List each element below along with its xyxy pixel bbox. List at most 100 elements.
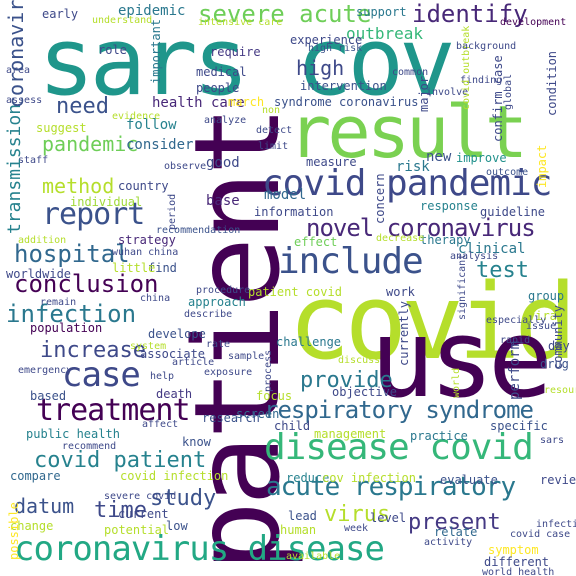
word: area	[6, 65, 31, 76]
word: time	[94, 498, 147, 523]
word: pandemic	[42, 132, 139, 156]
word: addition	[18, 235, 67, 246]
word: information	[254, 205, 334, 219]
word: improve	[456, 151, 507, 165]
word: level	[370, 511, 407, 525]
word: population	[30, 321, 103, 335]
word: challenge	[276, 335, 342, 349]
word: present	[408, 510, 501, 535]
word: currently	[397, 300, 411, 366]
word: important	[149, 18, 163, 84]
word: infectious disease	[536, 519, 576, 530]
word: therapy	[420, 233, 471, 247]
word: resource	[544, 385, 576, 396]
word: detect	[256, 125, 293, 136]
word: concern	[373, 173, 387, 224]
word: potential	[104, 523, 170, 537]
word: good	[206, 155, 240, 171]
word: role	[98, 43, 127, 57]
word: outbreak	[346, 24, 424, 43]
word: common	[392, 67, 429, 78]
word: impact	[535, 144, 549, 188]
word: high risk	[308, 43, 363, 54]
word: observe	[164, 161, 207, 172]
word: specific	[490, 419, 548, 433]
word: viral	[528, 309, 565, 323]
word: experience	[290, 33, 363, 47]
word: early	[42, 7, 79, 21]
word: cov infection	[322, 471, 416, 485]
word: sars	[540, 435, 565, 446]
word: issue	[526, 321, 557, 332]
word: non	[262, 105, 281, 116]
word: discuss	[338, 355, 381, 366]
word: exposure	[204, 367, 253, 378]
word: high	[296, 56, 345, 80]
word: child	[274, 419, 311, 433]
word: datum	[14, 494, 75, 518]
word: clinical	[458, 241, 526, 257]
word: rapid	[500, 335, 531, 346]
word: suggest	[36, 121, 87, 135]
word: follow	[126, 117, 177, 133]
word: article	[172, 357, 215, 368]
word: approach	[188, 295, 246, 309]
word: identify	[412, 0, 528, 28]
word: drug	[540, 357, 569, 371]
word: method	[42, 174, 115, 198]
word: effect	[294, 235, 338, 249]
word: case	[62, 355, 141, 395]
word: current	[118, 507, 169, 521]
word: provide	[300, 368, 393, 393]
word: different	[484, 555, 550, 569]
word: support	[356, 5, 407, 19]
word: outcome	[486, 167, 529, 178]
word: help	[150, 371, 175, 382]
word: people	[196, 81, 240, 95]
word: model	[264, 187, 307, 203]
word: practice	[410, 429, 468, 443]
word: measure	[306, 155, 357, 169]
word: compare	[10, 469, 61, 483]
word: epidemic	[118, 3, 186, 19]
word: require	[210, 45, 261, 59]
word: intensive care	[198, 17, 283, 28]
word: global	[503, 73, 514, 110]
word: describe	[184, 309, 233, 320]
word: covid case	[510, 529, 571, 540]
word: emergency	[18, 365, 73, 376]
word: increase	[40, 338, 146, 363]
word: virus	[324, 502, 391, 527]
word: conclusion	[14, 270, 159, 298]
word: study	[150, 486, 217, 511]
word: reduce	[286, 471, 330, 485]
word: respiratory syndrome	[264, 396, 534, 424]
word: develope	[148, 327, 206, 341]
word: patient covid	[248, 285, 342, 299]
word: coronavirus	[4, 0, 28, 108]
word: available	[286, 551, 341, 562]
word: change	[10, 519, 54, 533]
word: remain	[40, 297, 77, 308]
word: know	[182, 435, 211, 449]
word: disease covid	[264, 427, 534, 468]
word: coronavirus disease	[14, 529, 385, 569]
word: world health	[482, 567, 555, 576]
word: staff	[18, 155, 49, 166]
word: analysis	[450, 251, 499, 262]
word: condition	[545, 50, 559, 116]
word: guideline	[480, 205, 546, 219]
word: find	[148, 261, 177, 275]
word: community	[551, 304, 565, 370]
word: use	[370, 297, 553, 422]
word: possible	[7, 502, 21, 560]
word: include	[278, 241, 424, 282]
word: associate	[140, 347, 206, 361]
word: world	[451, 367, 462, 398]
word: lead	[288, 509, 317, 523]
word: based	[30, 389, 67, 403]
word: low	[166, 519, 188, 533]
word: perform	[507, 340, 523, 400]
word: new	[426, 149, 452, 165]
word: screen	[236, 407, 280, 421]
